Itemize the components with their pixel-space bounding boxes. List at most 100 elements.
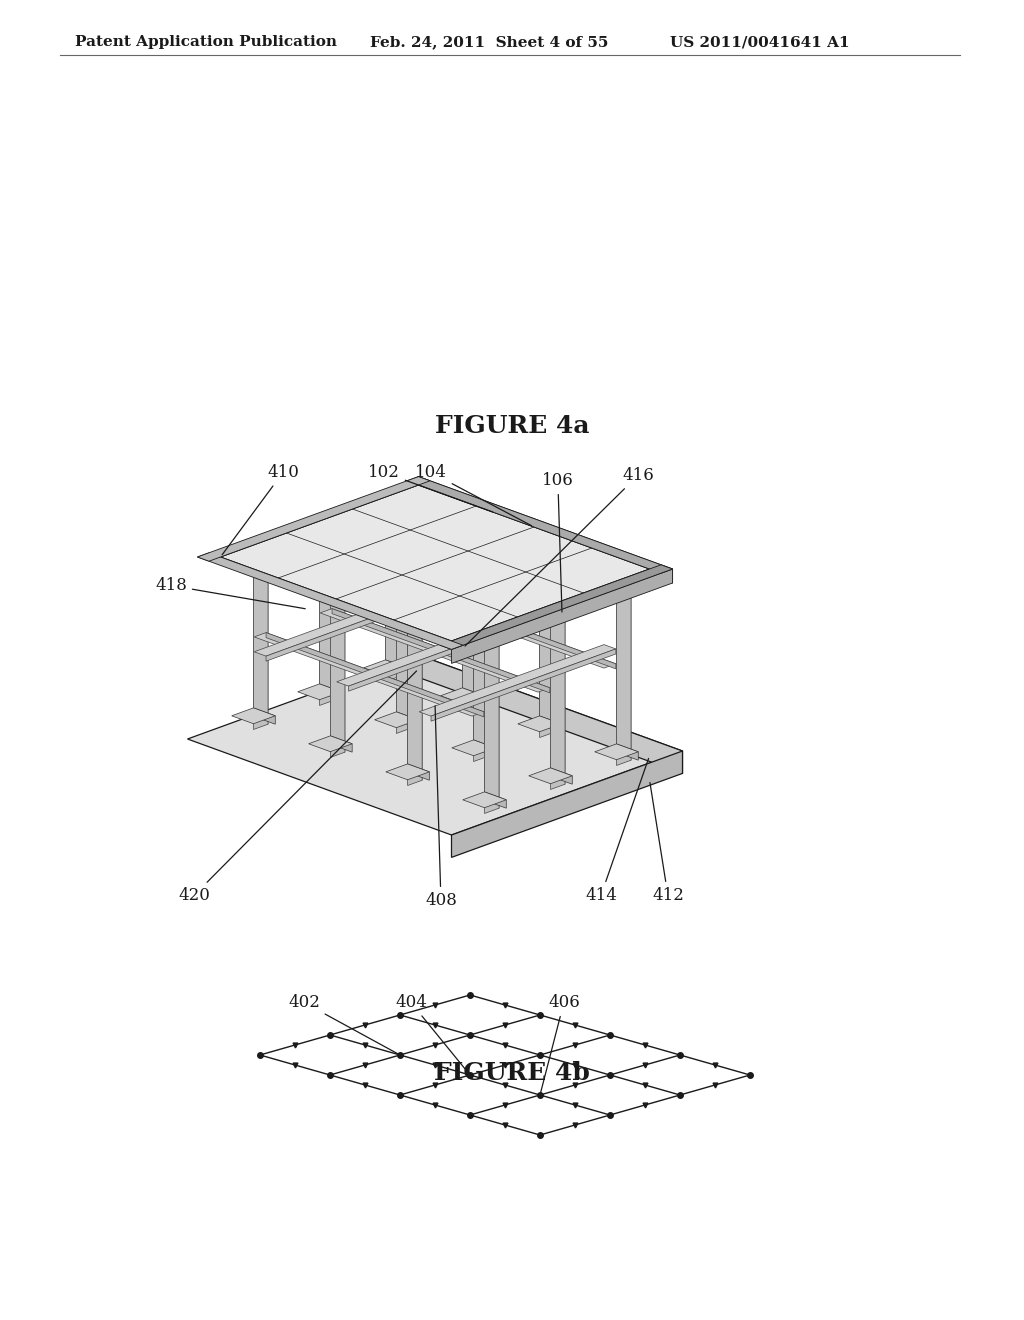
Text: Feb. 24, 2011  Sheet 4 of 55: Feb. 24, 2011 Sheet 4 of 55 bbox=[370, 36, 608, 49]
Polygon shape bbox=[452, 741, 496, 756]
Polygon shape bbox=[396, 711, 418, 729]
Polygon shape bbox=[231, 540, 275, 556]
Polygon shape bbox=[463, 624, 506, 640]
Polygon shape bbox=[419, 644, 615, 717]
Polygon shape bbox=[474, 583, 488, 756]
Polygon shape bbox=[474, 741, 496, 756]
Polygon shape bbox=[315, 579, 345, 590]
Text: 404: 404 bbox=[395, 994, 468, 1073]
Polygon shape bbox=[484, 640, 499, 813]
Polygon shape bbox=[551, 599, 572, 616]
Polygon shape bbox=[332, 609, 550, 693]
Polygon shape bbox=[319, 527, 334, 700]
Polygon shape bbox=[419, 477, 673, 583]
Polygon shape bbox=[331, 568, 352, 585]
Polygon shape bbox=[331, 579, 345, 752]
Polygon shape bbox=[386, 764, 429, 780]
Polygon shape bbox=[396, 560, 411, 734]
Polygon shape bbox=[254, 708, 275, 725]
Polygon shape bbox=[518, 548, 561, 564]
Polygon shape bbox=[375, 544, 418, 560]
Polygon shape bbox=[528, 599, 572, 615]
Polygon shape bbox=[431, 649, 615, 721]
Polygon shape bbox=[407, 477, 673, 573]
Polygon shape bbox=[540, 564, 554, 738]
Polygon shape bbox=[364, 660, 408, 676]
Polygon shape bbox=[319, 532, 334, 705]
Text: 420: 420 bbox=[178, 671, 417, 904]
Polygon shape bbox=[540, 558, 554, 733]
Polygon shape bbox=[459, 583, 488, 594]
Polygon shape bbox=[440, 565, 673, 649]
Polygon shape bbox=[398, 585, 615, 669]
Polygon shape bbox=[484, 624, 506, 640]
Text: 402: 402 bbox=[288, 994, 397, 1053]
Polygon shape bbox=[518, 715, 561, 731]
Polygon shape bbox=[470, 635, 499, 645]
Polygon shape bbox=[540, 715, 561, 733]
Polygon shape bbox=[220, 484, 649, 642]
Polygon shape bbox=[298, 516, 341, 532]
Text: Patent Application Publication: Patent Application Publication bbox=[75, 36, 337, 49]
Text: FIGURE 4b: FIGURE 4b bbox=[434, 1061, 590, 1085]
Polygon shape bbox=[484, 792, 506, 808]
Polygon shape bbox=[385, 492, 408, 508]
Polygon shape bbox=[308, 735, 352, 751]
Polygon shape bbox=[337, 615, 534, 686]
Polygon shape bbox=[463, 792, 506, 808]
Polygon shape bbox=[254, 632, 483, 717]
Text: 106: 106 bbox=[542, 473, 573, 612]
Polygon shape bbox=[393, 607, 422, 618]
Text: 416: 416 bbox=[465, 467, 653, 645]
Text: 414: 414 bbox=[585, 759, 648, 904]
Polygon shape bbox=[198, 477, 430, 561]
Text: 104: 104 bbox=[415, 465, 531, 525]
Text: FIGURE 4a: FIGURE 4a bbox=[435, 414, 589, 438]
Polygon shape bbox=[525, 558, 554, 569]
Polygon shape bbox=[408, 607, 422, 780]
Text: 410: 410 bbox=[222, 465, 299, 554]
Polygon shape bbox=[463, 536, 477, 709]
Polygon shape bbox=[396, 554, 411, 729]
Polygon shape bbox=[551, 611, 565, 784]
Polygon shape bbox=[463, 688, 484, 704]
Polygon shape bbox=[305, 527, 334, 537]
Polygon shape bbox=[385, 508, 400, 681]
Polygon shape bbox=[254, 556, 268, 730]
Polygon shape bbox=[371, 503, 400, 513]
Polygon shape bbox=[419, 655, 683, 774]
Polygon shape bbox=[616, 744, 638, 760]
Polygon shape bbox=[321, 609, 550, 692]
Polygon shape bbox=[463, 520, 484, 536]
Polygon shape bbox=[385, 503, 400, 676]
Polygon shape bbox=[551, 768, 572, 784]
Polygon shape bbox=[595, 576, 638, 591]
Polygon shape bbox=[452, 751, 683, 858]
Polygon shape bbox=[386, 595, 429, 611]
Polygon shape bbox=[452, 569, 673, 664]
Polygon shape bbox=[385, 660, 408, 676]
Text: US 2011/0041641 A1: US 2011/0041641 A1 bbox=[670, 36, 850, 49]
Polygon shape bbox=[616, 587, 631, 760]
Polygon shape bbox=[319, 684, 341, 700]
Polygon shape bbox=[382, 554, 411, 565]
Text: 418: 418 bbox=[155, 577, 305, 609]
Polygon shape bbox=[254, 585, 451, 656]
Polygon shape bbox=[408, 612, 422, 785]
Polygon shape bbox=[331, 585, 345, 758]
Polygon shape bbox=[452, 572, 496, 587]
Polygon shape bbox=[408, 595, 429, 612]
Polygon shape bbox=[348, 619, 534, 692]
Polygon shape bbox=[364, 492, 408, 508]
Polygon shape bbox=[254, 540, 275, 556]
Text: 406: 406 bbox=[541, 994, 580, 1093]
Text: 408: 408 bbox=[425, 706, 457, 909]
Polygon shape bbox=[474, 589, 488, 762]
Polygon shape bbox=[616, 593, 631, 766]
Polygon shape bbox=[528, 768, 572, 784]
Polygon shape bbox=[396, 544, 418, 560]
Polygon shape bbox=[231, 708, 275, 723]
Polygon shape bbox=[239, 550, 268, 561]
Polygon shape bbox=[474, 572, 496, 589]
Polygon shape bbox=[540, 548, 561, 564]
